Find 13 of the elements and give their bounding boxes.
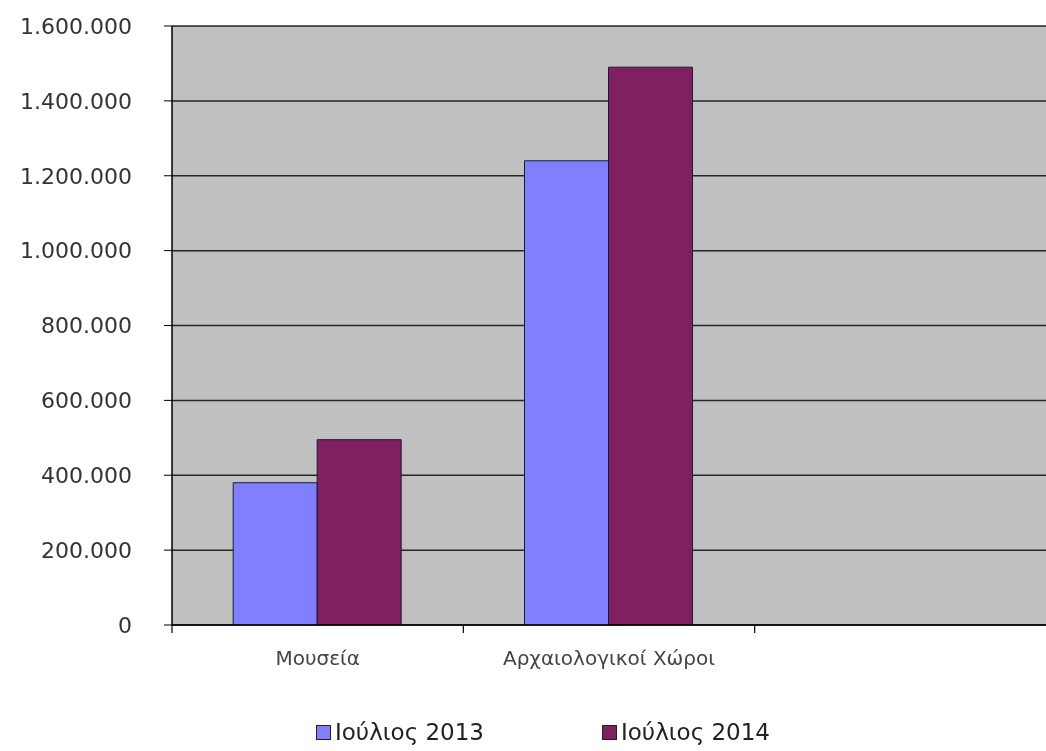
- y-tick-label: 1.200.000: [20, 163, 132, 189]
- legend-label: Ιούλιος 2014: [621, 719, 770, 745]
- y-tick-label: 200.000: [41, 537, 132, 563]
- x-tick-label: Αρχαιολογικοί Χώροι: [502, 646, 716, 670]
- x-tick-label: Μουσεία: [275, 646, 360, 670]
- y-tick-label: 800.000: [41, 313, 132, 339]
- y-tick-label: 400.000: [41, 463, 132, 489]
- y-tick-label: 1.400.000: [20, 88, 132, 114]
- y-tick-label: 0: [118, 612, 132, 638]
- y-tick-label: 1.000.000: [20, 238, 132, 264]
- y-tick-label: 1.600.000: [20, 13, 132, 39]
- y-tick-label: 600.000: [41, 388, 132, 414]
- legend-label: Ιούλιος 2013: [335, 719, 484, 745]
